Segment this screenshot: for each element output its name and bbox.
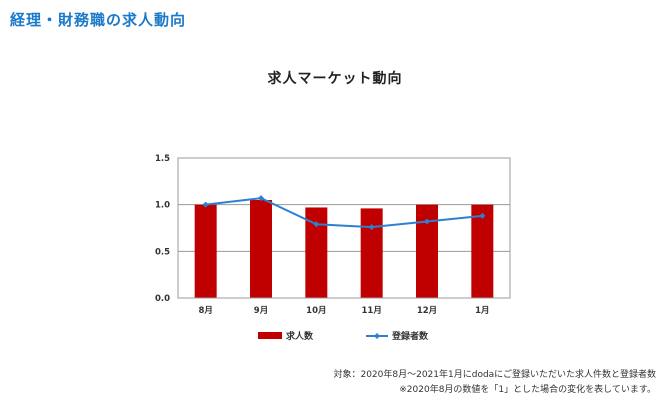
chart-title: 求人マーケット動向 (267, 71, 403, 87)
legend: 求人数 登録者数 (258, 330, 429, 342)
bar-2 (250, 200, 272, 298)
plot-frame (177, 157, 511, 299)
legend-label-line: 登録者数 (391, 330, 429, 342)
line-point-5 (424, 218, 430, 225)
line-point-4 (368, 224, 375, 231)
y-tick-label: 0.5 (155, 247, 170, 257)
line-point-3 (313, 221, 320, 228)
bar-1 (194, 204, 217, 298)
line-point-2 (258, 195, 264, 202)
line-point-1 (202, 201, 209, 208)
x-tick-label: 9月 (254, 306, 268, 316)
y-tick-label: 1.0 (155, 201, 170, 211)
bar-series (194, 200, 494, 298)
page-heading: 経理・財務職の求人動向 (10, 11, 187, 29)
bar-5 (416, 204, 438, 298)
x-tick-label: 12月 (417, 306, 437, 316)
line-path (205, 197, 483, 229)
bar-4 (360, 208, 383, 298)
y-tick-label: 1.5 (155, 154, 170, 164)
grid-lines (178, 204, 510, 252)
x-tick-label: 11月 (361, 306, 381, 316)
tick-labels: 0.0 0.5 1.0 1.5 8月 9月 10月 11月 12月 1月 (155, 154, 490, 316)
x-tick-label: 10月 (306, 306, 326, 316)
baseline-note: ※2020年8月の数値を「1」とした場合の変化を表しています。 (399, 385, 656, 395)
legend-swatch-bar (258, 332, 282, 339)
x-tick-label: 1月 (475, 306, 489, 316)
line-series (202, 195, 486, 231)
x-tick-label: 8月 (198, 306, 212, 316)
legend-marker-line (374, 333, 380, 339)
y-tick-label: 0.0 (155, 294, 170, 304)
line-point-6 (479, 212, 486, 219)
legend-label-bar: 求人数 (286, 330, 314, 342)
bar-6 (471, 204, 494, 298)
axes (177, 157, 511, 299)
source-note: 対象：2020年8月〜2021年1月にdodaにご登録いただいた求人件数と登録者… (333, 370, 656, 380)
bar-3 (305, 207, 328, 298)
